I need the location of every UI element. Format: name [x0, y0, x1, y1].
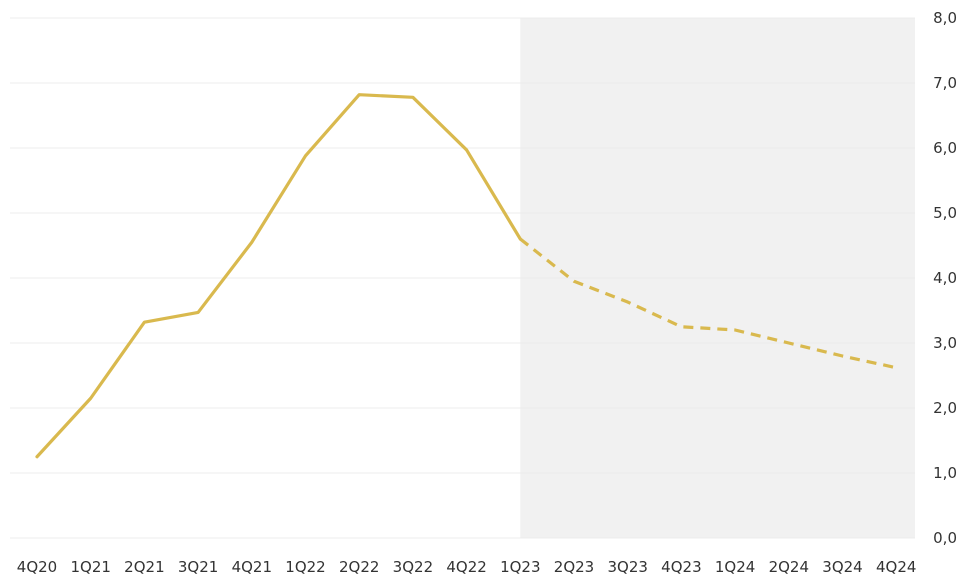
x-tick-label: 1Q21 — [70, 558, 110, 576]
x-tick-label: 4Q22 — [446, 558, 486, 576]
y-tick-label: 6,0 — [933, 139, 957, 157]
y-tick-label: 2,0 — [933, 399, 957, 417]
x-tick-label: 4Q20 — [17, 558, 57, 576]
x-tick-label: 4Q21 — [232, 558, 272, 576]
y-tick-label: 7,0 — [933, 74, 957, 92]
x-tick-label: 4Q23 — [661, 558, 701, 576]
x-tick-label: 2Q21 — [124, 558, 164, 576]
y-tick-label: 1,0 — [933, 464, 957, 482]
x-tick-label: 2Q22 — [339, 558, 379, 576]
x-tick-label: 2Q23 — [554, 558, 594, 576]
x-tick-label: 3Q22 — [393, 558, 433, 576]
y-tick-label: 5,0 — [933, 204, 957, 222]
x-axis-tick-labels: 4Q20 1Q21 2Q21 3Q21 4Q21 1Q22 2Q22 3Q22 4Q22 1Q23… — [17, 558, 917, 576]
x-tick-label: 3Q24 — [822, 558, 862, 576]
series-line-forecast — [519, 237, 897, 370]
y-tick-label: 3,0 — [933, 334, 957, 352]
y-tick-label: 8,0 — [933, 9, 957, 27]
gridlines — [10, 17, 915, 539]
y-tick-label: 0,0 — [933, 529, 957, 547]
x-tick-label: 1Q24 — [715, 558, 755, 576]
x-tick-label: 4Q24 — [876, 558, 916, 576]
series-lines — [35, 93, 897, 459]
y-axis-tick-labels: 0,0 1,0 2,0 3,0 4,0 5,0 6,0 7,0 8,0 — [933, 9, 957, 547]
series-line-actual — [35, 93, 522, 459]
x-tick-label: 2Q24 — [769, 558, 809, 576]
x-tick-label: 1Q23 — [500, 558, 540, 576]
x-tick-label: 3Q23 — [607, 558, 647, 576]
y-tick-label: 4,0 — [933, 269, 957, 287]
x-tick-label: 1Q22 — [285, 558, 325, 576]
x-tick-label: 3Q21 — [178, 558, 218, 576]
